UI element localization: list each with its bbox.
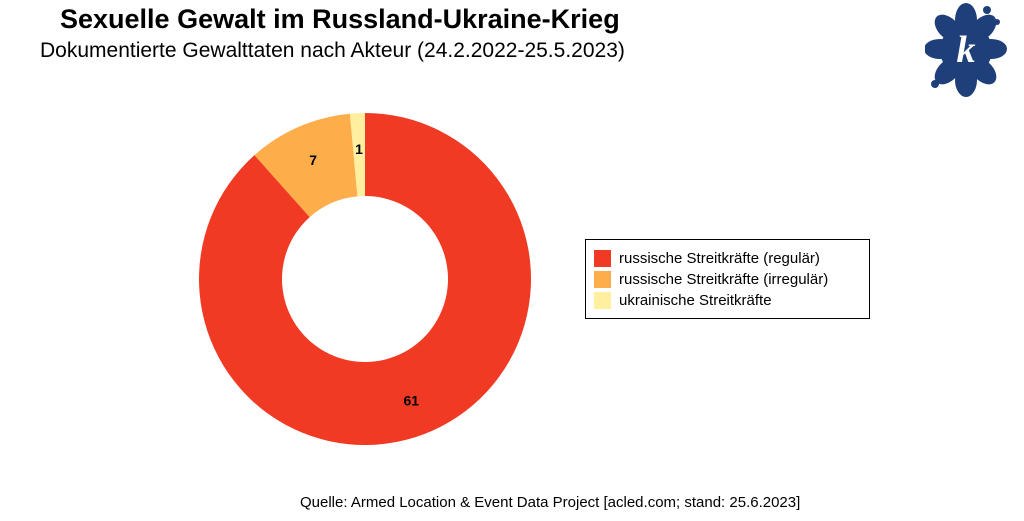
legend-label-irregular: russische Streitkräfte (irregulär) (619, 270, 829, 288)
source-note: Quelle: Armed Location & Event Data Proj… (300, 494, 801, 511)
legend-swatch-regular (594, 250, 611, 267)
slice-label-irregular: 7 (309, 152, 317, 168)
legend-label-ukrainian: ukrainische Streitkräfte (619, 291, 772, 309)
chart-title: Sexuelle Gewalt im Russland-Ukraine-Krie… (60, 4, 620, 34)
legend-item-irregular: russische Streitkräfte (irregulär) (594, 269, 869, 290)
slice-label-regular: 61 (404, 392, 420, 408)
chart-subtitle: Dokumentierte Gewalttaten nach Akteur (2… (40, 39, 625, 62)
chart-legend: russische Streitkräfte (regulär) russisc… (585, 239, 870, 319)
flower-logo-icon: k (925, 3, 1007, 97)
legend-label-regular: russische Streitkräfte (regulär) (619, 249, 820, 267)
donut-slice-irregular (254, 113, 358, 218)
donut-slice-labels: 61 7 1 (309, 141, 419, 408)
legend-swatch-ukrainian (594, 292, 611, 309)
legend-item-ukrainian: ukrainische Streitkräfte (594, 290, 869, 311)
legend-item-regular: russische Streitkräfte (regulär) (594, 248, 869, 269)
donut-slice-ukrainian (349, 113, 365, 197)
logo-letter: k (957, 29, 976, 71)
donut-slices (198, 113, 532, 446)
legend-swatch-irregular (594, 271, 611, 288)
donut-slice-regular (198, 113, 532, 446)
slice-label-ukrainian: 1 (355, 141, 363, 157)
